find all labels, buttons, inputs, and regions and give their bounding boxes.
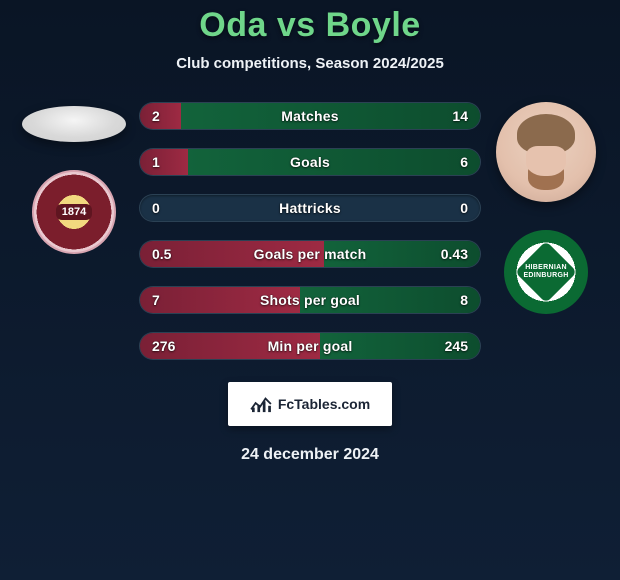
stat-row: 16Goals — [139, 148, 481, 176]
date-text: 24 december 2024 — [241, 446, 379, 464]
stat-label: Goals per match — [140, 241, 480, 267]
right-side: HIBERNIAN EDINBURGH — [491, 100, 601, 314]
player-right-avatar — [496, 102, 596, 202]
club-right-crest: HIBERNIAN EDINBURGH — [504, 230, 588, 314]
club-right-crest-text: HIBERNIAN EDINBURGH — [506, 264, 586, 279]
stat-label: Hattricks — [140, 195, 480, 221]
player-left-avatar — [22, 106, 126, 142]
left-side: 1874 — [19, 100, 129, 254]
stats-column: 214Matches 16Goals 00Hattricks 0.50.43Goals… — [139, 100, 481, 360]
stat-label: Goals — [140, 149, 480, 175]
stat-row: 78Shots per goal — [139, 286, 481, 314]
club-left-crest: 1874 — [32, 170, 116, 254]
stat-label: Min per goal — [140, 333, 480, 359]
club-left-crest-text: 1874 — [56, 204, 92, 220]
subtitle: Club competitions, Season 2024/2025 — [176, 55, 444, 72]
stat-row: 00Hattricks — [139, 194, 481, 222]
stat-row: 276245Min per goal — [139, 332, 481, 360]
stat-row: 0.50.43Goals per match — [139, 240, 481, 268]
brand-badge: FcTables.com — [228, 382, 392, 426]
stat-label: Shots per goal — [140, 287, 480, 313]
stat-row: 214Matches — [139, 102, 481, 130]
stat-label: Matches — [140, 103, 480, 129]
chart-icon — [250, 395, 272, 413]
brand-text: FcTables.com — [278, 396, 370, 412]
comparison-main: 1874 214Matches 16Goals 00Hattricks 0.50.43… — [0, 100, 620, 360]
page-title: Oda vs Boyle — [199, 6, 420, 45]
